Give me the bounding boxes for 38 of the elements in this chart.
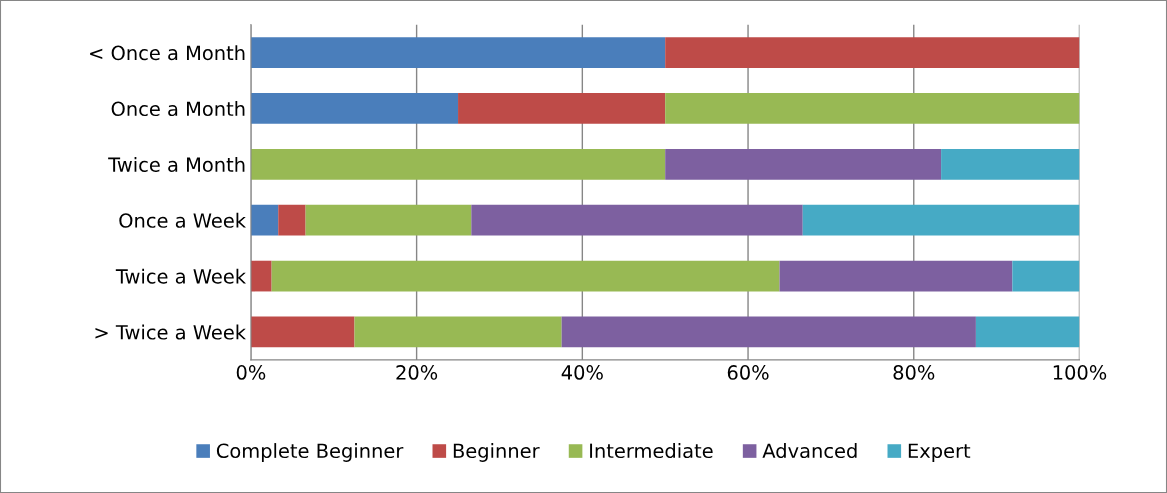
bar bbox=[250, 204, 279, 236]
bar bbox=[665, 93, 1080, 124]
bar bbox=[941, 148, 1080, 180]
bar bbox=[802, 204, 1080, 236]
bar bbox=[665, 37, 1080, 68]
bar bbox=[250, 316, 355, 348]
legend-label: Beginner bbox=[453, 443, 540, 462]
legend-label: Complete Beginner bbox=[216, 443, 404, 462]
bar bbox=[305, 204, 472, 236]
bar bbox=[250, 37, 666, 68]
x-tick-label: 60% bbox=[727, 365, 769, 380]
x-tick-label: 40% bbox=[561, 365, 603, 380]
bar bbox=[271, 260, 780, 292]
bar bbox=[1012, 260, 1080, 292]
y-tick-label: Once a Month bbox=[111, 101, 245, 117]
legend-label: Expert bbox=[908, 443, 971, 462]
y-tick-label: < Once a Month bbox=[90, 45, 245, 61]
legend-label: Intermediate bbox=[590, 443, 713, 459]
bar bbox=[458, 93, 666, 124]
x-tick-label: 0% bbox=[236, 365, 266, 380]
bar bbox=[779, 260, 1013, 292]
y-tick-label: Twice a Week bbox=[115, 268, 246, 284]
bar bbox=[354, 316, 562, 348]
x-tick-label: 80% bbox=[893, 365, 935, 380]
x-tick-label: 20% bbox=[396, 365, 438, 380]
bar bbox=[250, 260, 272, 292]
bar bbox=[250, 148, 666, 180]
y-tick-label: Once a Week bbox=[119, 212, 246, 228]
y-tick-label: > Twice a Week bbox=[95, 324, 246, 340]
bar bbox=[250, 93, 459, 124]
bar bbox=[471, 204, 803, 236]
y-tick-label: Twice a Month bbox=[108, 156, 245, 172]
bar bbox=[975, 316, 1080, 348]
bar bbox=[561, 316, 976, 348]
bar bbox=[278, 204, 306, 236]
legend-label: Advanced bbox=[762, 443, 857, 459]
bar bbox=[665, 148, 942, 180]
x-tick-label: 100% bbox=[1053, 365, 1107, 380]
